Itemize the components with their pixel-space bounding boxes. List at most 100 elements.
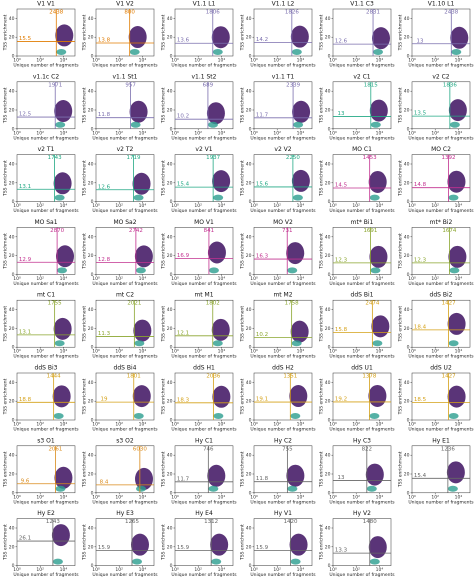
y-axis-label: TSS enrichment [161,306,167,343]
y-threshold-label: 15.9 [256,545,269,551]
y-tick-label: 40 [9,234,15,240]
density-core [449,121,460,128]
plot-frame [174,154,234,202]
panel: ddS H2 10⁰ 10² 10⁴ 0 20 40 Unique number of fra… [240,365,317,433]
y-threshold-label: 19.2 [335,396,347,402]
panel: Hy V1 10⁰ 10² 10⁴ 0 20 40 Unique number of frag… [240,510,317,578]
density-core [54,340,65,347]
y-tick-label: 0 [170,272,173,278]
x-tick-label: 10⁴ [218,494,226,500]
x-tick-label: 10⁰ [171,130,179,136]
y-tick-label: 20 [9,399,15,405]
y-tick-label: 40 [88,234,94,240]
x-tick-label: 10² [273,203,281,209]
plot-frame [253,154,313,202]
x-tick-label: 10⁴ [297,567,305,573]
x-threshold-label: 1453 [363,155,377,161]
panel-title: Hy E2 [37,510,55,517]
density-core [293,121,304,128]
x-tick-label: 10⁴ [218,349,226,355]
x-axis-label: Unique number of fragments [408,427,474,433]
density-cloud [368,170,387,193]
y-tick-label: 40 [167,89,173,95]
plot-frame [174,81,234,130]
y-tick-label: 20 [325,253,331,259]
y-tick-label: 0 [407,345,410,351]
panel: mt C1 10⁰ 10² 10⁴ 0 20 40 Unique number of frag… [3,292,80,360]
x-threshold-label: 1427 [442,301,456,307]
x-tick-label: 10⁴ [60,349,68,355]
x-tick-label: 10² [273,130,281,136]
y-tick-label: 40 [9,380,15,386]
panel-title: Hy C3 [353,437,371,444]
panel-title: mt C1 [37,292,55,299]
x-threshold-label: 1806 [206,10,220,16]
plot-frame [95,518,155,566]
density-core [291,49,302,55]
panel-title: v2 C2 [432,73,449,80]
y-axis-label: TSS enrichment [319,378,325,415]
x-tick-label: 10² [352,567,360,573]
plot-frame [332,518,392,566]
x-tick-label: 10⁴ [297,494,305,500]
x-tick-label: 10⁰ [250,276,258,282]
x-tick-label: 10² [352,276,360,282]
y-tick-label: 40 [325,89,331,95]
plot-frame [95,372,155,421]
y-tick-label: 0 [12,345,15,351]
density-cloud [289,385,308,408]
x-tick-label: 10⁰ [329,349,337,355]
y-axis-label: TSS enrichment [161,378,167,415]
y-tick-label: 0 [328,418,331,424]
y-threshold-label: 26.1 [19,536,31,542]
density-core [290,413,301,419]
x-threshold-label: 1836 [443,82,457,88]
plot-frame [174,299,234,348]
density-cloud [128,26,147,49]
y-tick-label: 40 [246,380,252,386]
density-core [447,485,458,492]
y-axis-label: TSS enrichment [82,14,88,51]
panel: mt M2 10⁰ 10² 10⁴ 0 20 40 Unique number of frag… [240,292,317,360]
x-axis-label: Unique number of fragments [250,499,316,505]
panel: s3 O1 10⁰ 10² 10⁴ 0 20 40 Unique number of frag… [3,437,80,505]
density-cloud [447,312,466,335]
y-axis-label: TSS enrichment [82,451,88,488]
panel: ddS Bi2 10⁰ 10² 10⁴ 0 20 40 Unique number of fr… [398,292,474,360]
x-tick-label: 10⁰ [13,276,21,282]
y-tick-label: 20 [88,399,94,405]
x-threshold-label: 1815 [364,82,378,88]
y-axis-label: TSS enrichment [3,378,9,415]
x-tick-label: 10⁰ [329,58,337,64]
panel: Hy E2 10⁰ 10² 10⁴ 0 20 40 Unique number of frag… [3,510,80,578]
density-core [56,49,67,55]
y-tick-label: 0 [12,126,15,132]
x-tick-label: 10⁰ [408,494,416,500]
density-cloud [292,100,311,123]
x-threshold-label: 2474 [365,301,379,307]
x-threshold-label: 1312 [204,519,218,525]
x-tick-label: 10⁴ [139,349,147,355]
y-tick-label: 40 [9,89,15,95]
panel-title: MO V1 [194,219,214,226]
y-tick-label: 0 [328,126,331,132]
x-tick-label: 10⁴ [139,494,147,500]
x-threshold-label: 689 [203,82,214,88]
y-tick-label: 40 [167,162,173,168]
x-axis-label: Unique number of fragments [92,281,158,287]
x-tick-label: 10⁴ [455,130,463,136]
panel: ddS U1 10⁰ 10² 10⁴ 0 20 40 Unique number of fra… [319,365,396,433]
density-core [373,49,383,55]
y-tick-label: 40 [404,307,410,313]
panel-title: V1.1 C3 [350,1,374,8]
x-tick-label: 10⁴ [455,203,463,209]
y-axis-label: TSS enrichment [240,451,246,488]
density-cloud [207,464,226,487]
y-tick-label: 40 [325,526,331,532]
y-tick-label: 40 [9,16,15,22]
x-tick-label: 10⁴ [297,130,305,136]
y-threshold-label: 18.3 [177,397,190,403]
x-axis-label: Unique number of fragments [408,354,474,360]
x-threshold-label: 1444 [47,374,61,380]
y-tick-label: 0 [249,418,252,424]
